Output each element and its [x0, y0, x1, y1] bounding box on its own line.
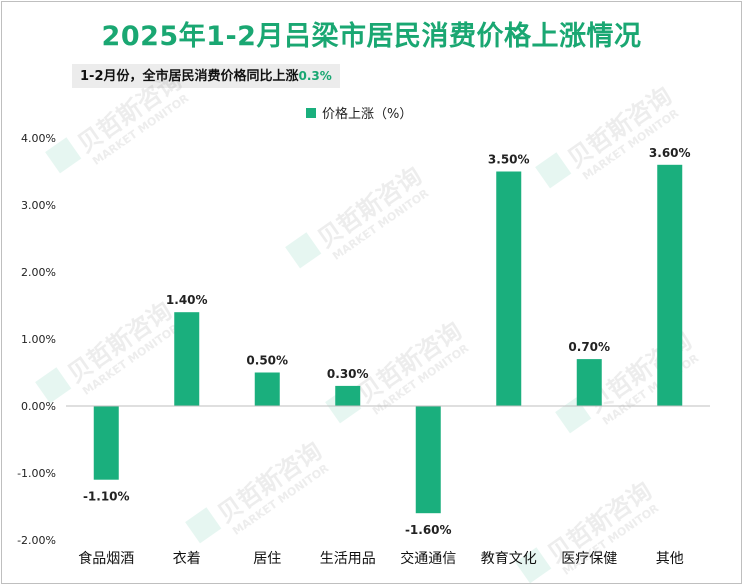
bar-value-label: -1.60% — [405, 523, 452, 537]
bar — [254, 372, 280, 406]
bar — [335, 385, 361, 406]
y-axis: 4.00% 3.00% 2.00% 1.00% 0.00% -1.00% -2.00% — [17, 132, 56, 547]
x-axis: 食品烟酒 衣着 居住 生活用品 交通通信 教育文化 医疗保健 其他 — [66, 405, 710, 567]
watermark-logo — [45, 137, 82, 174]
x-tick-label: 居住 — [253, 551, 281, 567]
legend-swatch — [306, 108, 316, 118]
bar-value-label: -1.10% — [83, 490, 130, 504]
bar — [93, 406, 119, 480]
y-tick-label: 3.00% — [21, 199, 56, 212]
watermark-logo — [285, 232, 322, 269]
bar-value-label: 1.40% — [166, 293, 208, 307]
subtitle-highlight: 0.3% — [298, 69, 332, 83]
bar-value-label: 0.50% — [246, 354, 288, 368]
x-tick-label: 衣着 — [173, 551, 201, 567]
y-tick-label: 2.00% — [21, 266, 56, 279]
x-tick-label: 交通通信 — [400, 550, 456, 567]
bar-value-label: 0.70% — [568, 340, 610, 354]
legend-label: 价格上涨（%） — [322, 106, 412, 122]
watermark-logo — [515, 547, 552, 584]
x-tick-label: 其他 — [656, 551, 684, 567]
bar — [496, 171, 522, 406]
bar — [415, 406, 441, 514]
subtitle-text: 1-2月份，全市居民消费价格同比上涨 — [80, 69, 299, 84]
watermark-logo — [185, 507, 222, 544]
bar — [657, 164, 683, 406]
y-tick-label: 0.00% — [21, 400, 56, 413]
plot-area: -1.10% 1.40% 0.50% 0.30% -1.60% 3.50% 0.70% 3.6… — [83, 146, 691, 537]
bar-value-label: 0.30% — [327, 367, 369, 381]
bar-value-label: 3.60% — [649, 146, 691, 160]
legend: 价格上涨（%） — [306, 106, 412, 122]
x-tick-label: 医疗保健 — [561, 551, 617, 567]
watermark-logo — [35, 367, 72, 404]
y-tick-label: -1.00% — [17, 467, 56, 480]
watermark-logo — [535, 152, 572, 189]
y-tick-label: 4.00% — [21, 132, 56, 145]
y-tick-label: -2.00% — [17, 534, 56, 547]
bar — [174, 312, 200, 406]
x-tick-label: 生活用品 — [320, 551, 376, 567]
x-tick-label: 教育文化 — [481, 551, 537, 567]
subtitle-box: 1-2月份，全市居民消费价格同比上涨0.3% — [72, 64, 340, 88]
bar — [576, 359, 602, 406]
y-tick-label: 1.00% — [21, 333, 56, 346]
chart-title: 2025年1-2月吕梁市居民消费价格上涨情况 — [101, 21, 642, 52]
x-tick-label: 食品烟酒 — [78, 550, 134, 567]
bar-value-label: 3.50% — [488, 153, 530, 167]
